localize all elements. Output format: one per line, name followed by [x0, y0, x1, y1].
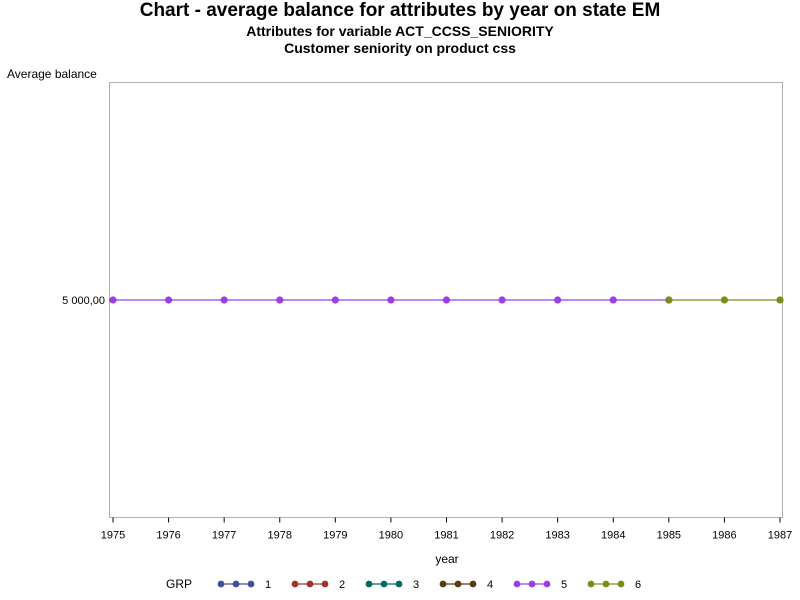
legend-4-marker	[469, 580, 477, 588]
x-tick-label: 1982	[490, 530, 514, 542]
series-6-point	[720, 296, 729, 304]
legend-1-marker	[232, 580, 240, 588]
y-axis: 5 000,00	[62, 295, 113, 307]
chart-subtitle-description: Customer seniority on product css	[284, 40, 516, 56]
legend-1-marker	[217, 580, 225, 588]
legend-1-label: 1	[265, 579, 271, 591]
x-tick-label: 1975	[101, 530, 125, 542]
legend: 1 2 3 4 5 6	[217, 579, 641, 591]
series-5-point	[276, 296, 284, 304]
legend-3-marker	[365, 580, 373, 588]
legend-4-label: 4	[487, 579, 493, 591]
x-tick-label: 1978	[268, 530, 292, 542]
series-5-point	[387, 296, 395, 304]
chart-title: Chart - average balance for attributes b…	[139, 0, 661, 21]
x-tick-label: 1987	[768, 530, 792, 542]
legend-2-marker	[306, 580, 314, 588]
legend-2-label: 2	[339, 579, 345, 591]
series-5-point	[554, 296, 562, 304]
legend-3-marker	[380, 580, 388, 588]
legend-4-marker	[439, 580, 447, 588]
x-axis-label: year	[435, 552, 459, 566]
x-tick-label: 1976	[156, 530, 180, 542]
legend-6-label: 6	[635, 579, 641, 591]
legend-5-marker	[528, 580, 536, 588]
x-axis: 1975 1976 1977 1978 1979 1980 1981 1982 1983 1984…	[101, 517, 792, 542]
legend-1-marker	[247, 580, 255, 588]
x-tick-label: 1979	[323, 530, 347, 542]
x-tick-label: 1986	[712, 530, 736, 542]
y-tick-label: 5 000,00	[62, 295, 105, 307]
x-tick-label: 1981	[434, 530, 458, 542]
x-tick-label: 1985	[657, 530, 681, 542]
series-layer	[109, 296, 784, 304]
legend-3-label: 3	[413, 579, 419, 591]
y-axis-label: Average balance	[7, 67, 97, 81]
series-5-point	[164, 296, 173, 304]
legend-6-marker	[617, 580, 625, 588]
legend-title: GRP	[166, 577, 193, 591]
legend-2-marker	[291, 580, 299, 588]
legend-6-marker	[587, 580, 595, 588]
x-tick-label: 1983	[545, 530, 569, 542]
x-tick-label: 1977	[212, 530, 236, 542]
legend-5-label: 5	[561, 579, 567, 591]
legend-5-marker	[513, 580, 521, 588]
series-5-point	[331, 296, 339, 304]
series-5-point	[109, 296, 117, 304]
series-5-point	[498, 296, 506, 304]
legend-6-marker	[602, 580, 610, 588]
x-tick-label: 1984	[601, 530, 625, 542]
x-tick-label: 1980	[379, 530, 403, 542]
legend-2-marker	[321, 580, 329, 588]
legend-4-marker	[454, 580, 462, 588]
legend-3-marker	[395, 580, 403, 588]
series-5-point	[220, 296, 228, 304]
legend-5-marker	[543, 580, 551, 588]
series-6-point	[776, 296, 784, 304]
series-5-point	[442, 296, 451, 304]
series-5-point	[609, 296, 617, 304]
chart-subtitle-variable: Attributes for variable ACT_CCSS_SENIORI…	[246, 23, 554, 39]
series-6-point	[665, 296, 673, 304]
